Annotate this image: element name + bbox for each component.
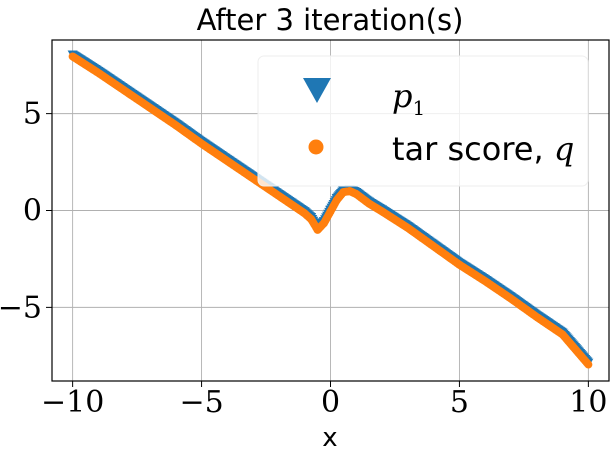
- x-tick-label-neg5: −5: [179, 385, 223, 420]
- legend-p1-subscript: 1: [412, 96, 425, 120]
- y-tick-label-0: 0: [23, 194, 42, 229]
- legend: p1 tar score, q: [257, 55, 589, 187]
- series-tar-score-q: [68, 52, 593, 369]
- legend-marker-circle-icon: [308, 139, 324, 155]
- x-axis-label: x: [322, 423, 337, 451]
- y-tick-labels: −5 0 5: [0, 97, 42, 326]
- legend-label-p1: p1: [392, 77, 425, 120]
- x-tick-label-5: 5: [450, 385, 469, 420]
- tick-marks: [46, 113, 589, 387]
- legend-p1-base: p: [392, 77, 412, 115]
- legend-box: [257, 55, 589, 187]
- legend-label-q: tar score, q: [392, 130, 574, 168]
- chart-title: After 3 iteration(s): [197, 3, 464, 37]
- legend-q-text: tar score,: [392, 130, 554, 168]
- x-tick-label-10: 10: [569, 385, 607, 420]
- x-tick-labels: −10 −5 0 5 10: [41, 385, 607, 420]
- y-tick-label-neg5: −5: [0, 290, 42, 325]
- x-tick-label-0: 0: [321, 385, 340, 420]
- x-tick-label-neg10: −10: [41, 385, 104, 420]
- y-tick-label-5: 5: [23, 97, 42, 132]
- series-layer: [67, 50, 594, 369]
- q-point: [584, 360, 593, 369]
- legend-marker-triangle-icon: [303, 78, 331, 103]
- legend-q-var: q: [554, 130, 574, 168]
